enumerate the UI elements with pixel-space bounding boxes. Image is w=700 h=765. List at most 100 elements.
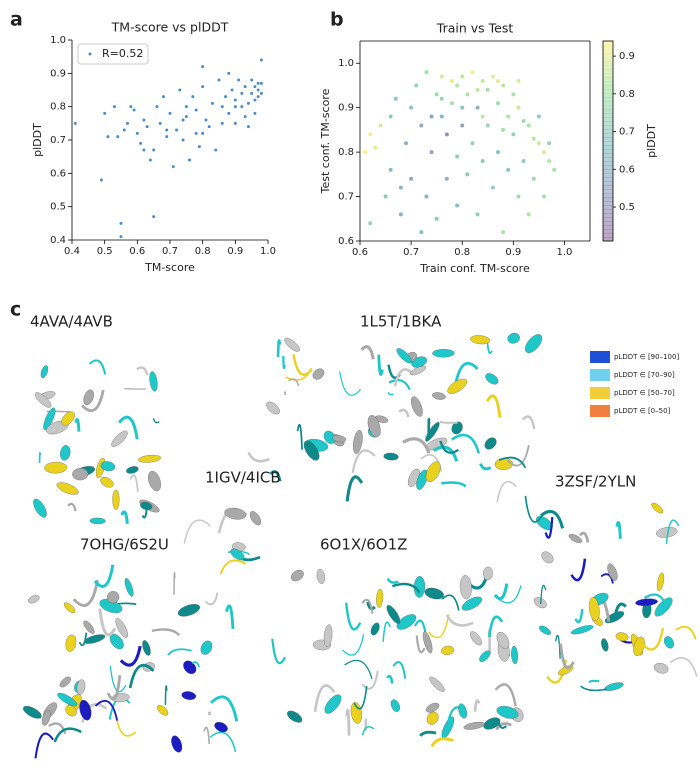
colorbar-tick-label: 0.5	[619, 202, 635, 213]
colorbar-step	[603, 169, 613, 174]
loop	[93, 564, 115, 588]
y-tick-label: 0.7	[338, 192, 354, 203]
loop	[120, 510, 129, 524]
point	[217, 78, 221, 82]
y-tick-label: 0.4	[50, 235, 66, 246]
colorbar-step	[603, 213, 613, 218]
point	[506, 167, 511, 172]
y-tick-label: 0.6	[50, 168, 66, 179]
x-tick-label: 0.5	[97, 246, 113, 257]
loop	[544, 516, 554, 539]
point	[220, 121, 224, 125]
loop	[392, 661, 407, 679]
point	[465, 92, 470, 97]
point	[378, 123, 383, 128]
x-axis-label: Train conf. TM-score	[419, 262, 530, 275]
loop	[432, 445, 459, 462]
loop	[386, 577, 399, 584]
helix	[485, 373, 499, 385]
loop	[451, 433, 481, 454]
legend-swatch	[590, 387, 610, 399]
point	[373, 145, 378, 150]
helix	[59, 676, 71, 688]
helix	[287, 710, 303, 723]
point	[194, 108, 198, 112]
colorbar-tick-label: 0.6	[619, 164, 635, 175]
point	[188, 158, 192, 162]
loop	[53, 727, 82, 743]
point	[393, 96, 398, 101]
y-tick-label: 0.5	[50, 202, 66, 213]
point	[256, 88, 260, 92]
y-tick-label: 0.7	[50, 135, 66, 146]
loop	[600, 573, 614, 584]
colorbar-step	[603, 237, 613, 242]
loop	[507, 444, 530, 467]
helix	[396, 614, 417, 630]
point	[501, 127, 506, 132]
point	[521, 159, 526, 163]
point	[253, 98, 257, 102]
helix	[33, 498, 47, 518]
helix	[65, 634, 77, 652]
loop	[288, 378, 300, 387]
loop	[588, 679, 600, 684]
helix	[224, 507, 247, 520]
helix	[156, 705, 169, 716]
loop	[398, 408, 410, 418]
panel-label: b	[330, 9, 344, 31]
colorbar-step	[603, 101, 613, 106]
colorbar-step	[603, 81, 613, 86]
point	[480, 159, 485, 163]
legend-swatch	[590, 351, 610, 363]
loop	[339, 371, 362, 396]
point	[536, 141, 541, 146]
helix	[149, 371, 158, 392]
helix	[112, 489, 120, 510]
loop	[276, 339, 282, 357]
point	[210, 101, 214, 105]
loop	[225, 604, 235, 629]
loop	[94, 699, 119, 722]
helix	[89, 517, 106, 525]
helix	[383, 452, 399, 461]
point	[526, 123, 531, 128]
point	[122, 128, 126, 132]
colorbar-step	[603, 113, 613, 118]
point	[158, 121, 162, 125]
point	[475, 105, 480, 110]
colorbar-step	[603, 93, 613, 98]
loop	[296, 423, 303, 450]
colorbar-step	[603, 177, 613, 182]
colorbar-step	[603, 41, 613, 46]
point	[171, 165, 175, 169]
point	[455, 83, 460, 88]
loop	[488, 615, 504, 638]
helix	[332, 435, 347, 443]
legend-box	[77, 43, 149, 65]
point	[470, 70, 475, 75]
point	[194, 131, 198, 135]
colorbar-step	[603, 145, 613, 150]
loop	[387, 391, 394, 396]
helix	[140, 501, 153, 511]
loop	[415, 635, 426, 654]
helix	[525, 334, 543, 353]
helix	[416, 469, 428, 490]
structure	[183, 507, 262, 575]
helix	[43, 407, 56, 430]
helix	[386, 605, 401, 624]
point	[409, 105, 414, 110]
helix	[249, 511, 262, 526]
loop	[136, 366, 149, 376]
x-tick-label: 0.8	[195, 246, 211, 257]
point	[250, 78, 254, 82]
helix	[316, 568, 326, 585]
point	[197, 145, 201, 149]
helix	[27, 595, 40, 604]
loop	[494, 683, 517, 707]
structure-title: 1IGV/4ICB	[205, 469, 281, 487]
point	[161, 95, 165, 99]
point	[404, 141, 408, 146]
loop	[205, 592, 219, 606]
